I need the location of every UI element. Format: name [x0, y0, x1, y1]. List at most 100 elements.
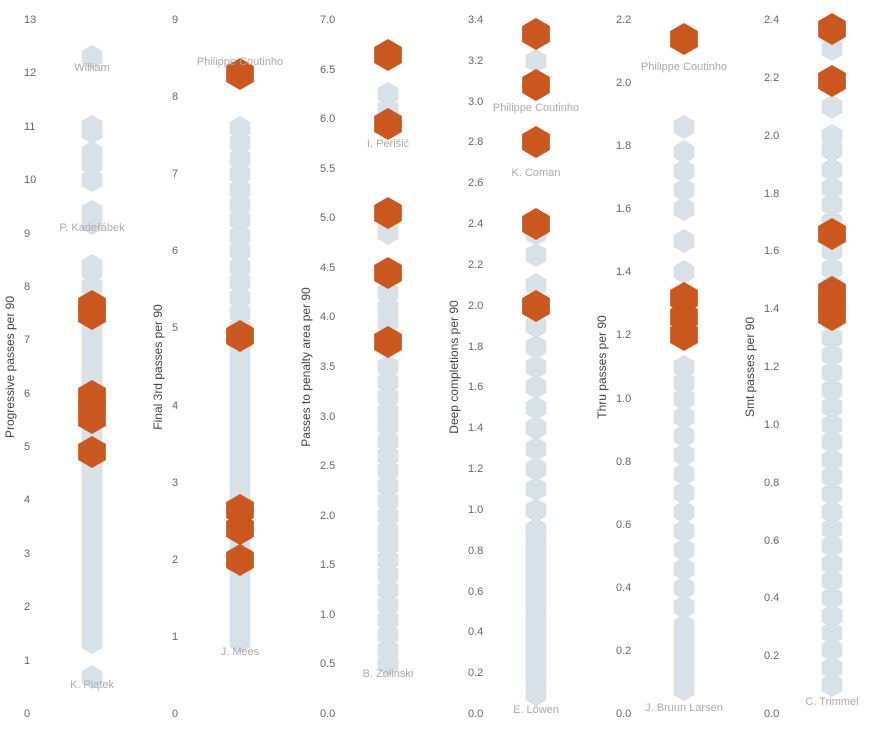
axis-label-deep: Deep completions per 90: [447, 300, 461, 433]
axis-tick: 0.0: [764, 708, 779, 720]
player-annotation: Philippe Coutinho: [197, 56, 283, 68]
highlight-point: [520, 290, 552, 322]
axis-tick: 1.2: [468, 463, 483, 475]
axis-tick: 0.6: [616, 519, 631, 531]
axis-tick: 6.5: [320, 64, 335, 76]
beeswarm-point: [524, 682, 548, 706]
beeswarm-point: [820, 673, 844, 697]
highlight-point: [816, 218, 848, 250]
axis-tick: 3: [172, 477, 178, 489]
beeswarm-point: [672, 677, 696, 701]
axis-tick: 3.2: [468, 55, 483, 67]
axis-tick: 1.4: [764, 303, 779, 315]
highlight-point: [668, 23, 700, 55]
axis-tick: 1.2: [616, 329, 631, 341]
axis-tick: 5.5: [320, 163, 335, 175]
axis-tick: 2.2: [616, 14, 631, 26]
axis-tick: 1.4: [468, 422, 483, 434]
axis-tick: 3: [24, 548, 30, 560]
axis-tick: 2.4: [468, 218, 483, 230]
player-annotation: K. Piątek: [70, 679, 114, 691]
axis-tick: 1.8: [764, 188, 779, 200]
beeswarm-point: [672, 229, 696, 253]
highlight-point: [816, 13, 848, 45]
highlight-point: [816, 65, 848, 97]
highlight-point: [76, 402, 108, 434]
axis-tick: 0.0: [468, 708, 483, 720]
axis-label-progressive: Progressive passes per 90: [3, 296, 17, 438]
axis-tick: 6: [24, 388, 30, 400]
axis-tick: 4: [24, 494, 30, 506]
axis-tick: 5: [24, 441, 30, 453]
highlight-point: [372, 108, 404, 140]
axis-tick: 3.4: [468, 14, 483, 26]
axis-tick: 5.0: [320, 212, 335, 224]
axis-tick: 1.0: [468, 504, 483, 516]
highlight-point: [372, 197, 404, 229]
axis-tick: 3.0: [320, 411, 335, 423]
axis-tick: 2.2: [468, 259, 483, 271]
axis-tick: 13: [24, 14, 36, 26]
axis-tick: 0.8: [764, 477, 779, 489]
axis-tick: 0.4: [616, 582, 631, 594]
axis-tick: 0.0: [616, 708, 631, 720]
axis-tick: 12: [24, 67, 36, 79]
axis-tick: 1.0: [616, 393, 631, 405]
highlight-point: [372, 257, 404, 289]
axis-tick: 0: [172, 708, 178, 720]
player-annotation: Philippe Coutinho: [641, 61, 727, 73]
highlight-point: [224, 544, 256, 576]
axis-tick: 10: [24, 174, 36, 186]
panel-penalty: Passes to penalty area per 900.00.51.01.…: [296, 0, 444, 734]
player-annotation: B. Zolinski: [363, 668, 414, 680]
axis-tick: 2.0: [616, 77, 631, 89]
axis-tick: 2.0: [468, 300, 483, 312]
beeswarm-point: [80, 168, 104, 192]
beeswarm-point: [672, 115, 696, 139]
highlight-point: [372, 39, 404, 71]
axis-tick: 1.8: [468, 341, 483, 353]
axis-tick: 0.2: [764, 650, 779, 662]
axis-tick: 4.0: [320, 311, 335, 323]
highlight-point: [520, 208, 552, 240]
axis-tick: 2: [172, 554, 178, 566]
player-annotation: J. Mees: [221, 646, 260, 658]
player-annotation: J. Bruun Larsen: [645, 702, 723, 714]
axis-tick: 11: [24, 121, 35, 133]
axis-label-penalty: Passes to penalty area per 90: [299, 287, 313, 446]
panel-thru: Thru passes per 900.00.20.40.60.81.01.21…: [592, 0, 740, 734]
beeswarm-point: [80, 630, 104, 654]
player-annotation: P. Kadeřábek: [59, 222, 124, 234]
axis-label-final3rd: Final 3rd passes per 90: [151, 304, 165, 429]
player-annotation: I. Perišić: [367, 138, 409, 150]
axis-tick: 0.4: [468, 626, 483, 638]
axis-tick: 6.0: [320, 113, 335, 125]
axis-tick: 2.5: [320, 460, 335, 472]
highlight-point: [76, 298, 108, 330]
highlight-point: [816, 299, 848, 331]
beeswarm-point: [524, 243, 548, 267]
axis-tick: 2: [24, 601, 30, 613]
axis-tick: 0: [24, 708, 30, 720]
player-annotation: E. Löwen: [513, 704, 559, 716]
chart-grid: Progressive passes per 90012345678910111…: [0, 0, 889, 734]
axis-tick: 1: [172, 631, 178, 643]
panel-progressive: Progressive passes per 90012345678910111…: [0, 0, 148, 734]
axis-tick: 0.4: [764, 592, 779, 604]
highlight-point: [224, 513, 256, 545]
axis-tick: 1.6: [764, 245, 779, 257]
axis-tick: 5: [172, 322, 178, 334]
axis-tick: 2.0: [764, 130, 779, 142]
axis-tick: 2.4: [764, 14, 779, 26]
axis-tick: 8: [172, 91, 178, 103]
highlight-point: [224, 320, 256, 352]
axis-tick: 1.0: [320, 609, 335, 621]
axis-tick: 9: [172, 14, 178, 26]
axis-tick: 4: [172, 400, 178, 412]
axis-tick: 3.5: [320, 361, 335, 373]
axis-tick: 1: [24, 655, 30, 667]
panel-deep: Deep completions per 900.00.20.40.60.81.…: [444, 0, 592, 734]
axis-tick: 0.6: [468, 586, 483, 598]
axis-tick: 2.0: [320, 510, 335, 522]
axis-tick: 0.8: [616, 456, 631, 468]
